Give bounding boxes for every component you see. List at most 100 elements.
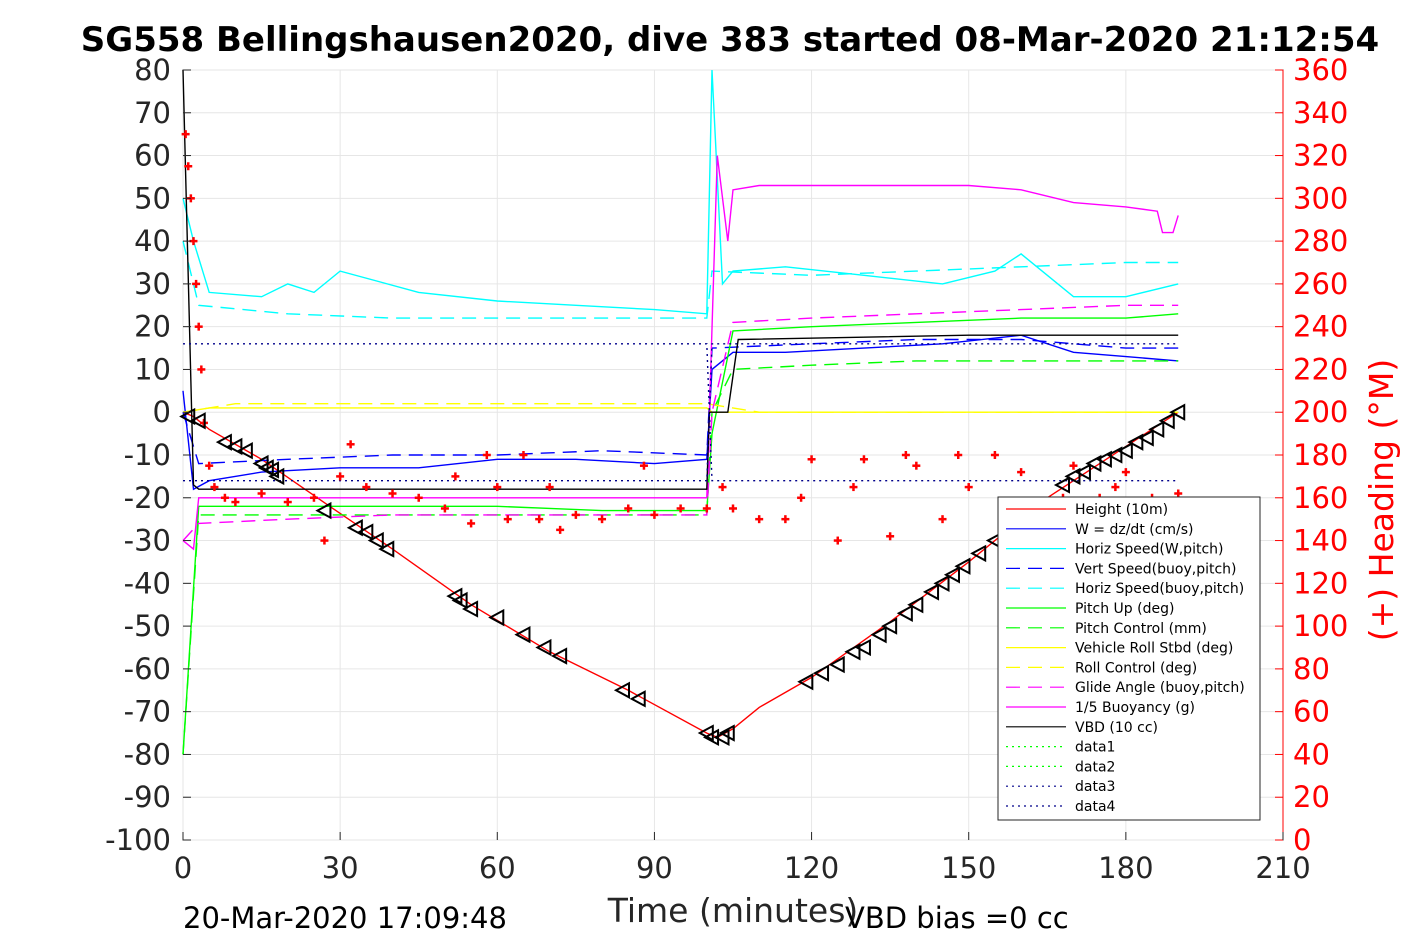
series-layer xyxy=(182,69,1179,755)
markers-layer xyxy=(179,130,1186,747)
depth-marker xyxy=(535,638,552,657)
depth-marker xyxy=(488,608,505,627)
series-line xyxy=(182,338,1179,465)
legend-label: data4 xyxy=(1075,799,1116,815)
depth-marker xyxy=(881,617,898,635)
x-axis-label: Time (minutes) xyxy=(607,891,859,930)
heading-marker xyxy=(220,493,229,502)
y2-tick-label: 0 xyxy=(1293,823,1311,857)
heading-marker xyxy=(571,510,580,519)
legend-label: data1 xyxy=(1075,740,1115,756)
heading-marker xyxy=(210,483,219,492)
depth-marker xyxy=(1158,412,1175,430)
y2-tick-label: 140 xyxy=(1293,524,1348,558)
depth-marker xyxy=(262,461,280,479)
depth-marker xyxy=(551,647,568,665)
y-tick-label: 60 xyxy=(134,139,171,173)
legend: Height (10m) W = dz/dt (cm/s) Horiz Speed(… xyxy=(997,496,1261,821)
y-tick-label: 10 xyxy=(134,352,171,386)
footer-vbd-bias: VBD bias =0 cc xyxy=(845,901,1069,935)
heading-marker xyxy=(849,483,858,492)
depth-marker xyxy=(844,643,861,661)
heading-marker xyxy=(535,515,544,524)
depth-marker xyxy=(1074,463,1091,481)
y2-tick-label: 60 xyxy=(1293,695,1330,729)
y-tick-label: 0 xyxy=(153,395,171,429)
right-axis: 3603403203002802602402202001801601401201… xyxy=(1275,53,1348,857)
heading-marker xyxy=(451,472,460,481)
heading-marker xyxy=(503,515,512,524)
depth-marker xyxy=(970,544,987,563)
heading-marker xyxy=(938,515,947,524)
depth-marker xyxy=(629,690,646,708)
legend-label: VBD (10 cc) xyxy=(1075,720,1158,736)
y-tick-label: -20 xyxy=(124,481,171,515)
heading-marker xyxy=(639,461,648,470)
depth-marker xyxy=(215,433,232,451)
series-line xyxy=(182,240,1179,319)
depth-marker xyxy=(1053,476,1070,494)
y-tick-label: 40 xyxy=(134,224,171,258)
y2-tick-label: 160 xyxy=(1293,481,1348,515)
heading-marker xyxy=(1111,483,1120,492)
depth-marker xyxy=(702,728,720,747)
heading-marker xyxy=(781,515,790,524)
heading-marker xyxy=(197,365,206,374)
y-tick-label: -40 xyxy=(124,566,171,600)
depth-marker xyxy=(189,412,206,430)
heading-marker xyxy=(181,130,190,139)
heading-marker xyxy=(859,455,868,464)
y2-tick-label: 360 xyxy=(1293,53,1348,87)
series-line xyxy=(182,403,1179,413)
heading-marker xyxy=(440,504,449,513)
y2-tick-label: 200 xyxy=(1293,395,1348,429)
y-tick-label: -90 xyxy=(124,780,171,814)
heading-marker xyxy=(231,498,240,507)
heading-marker xyxy=(807,455,816,464)
depth-marker xyxy=(268,467,285,486)
y-tick-label: 80 xyxy=(134,53,171,87)
depth-marker xyxy=(797,673,814,691)
y2-tick-label: 240 xyxy=(1293,310,1348,344)
legend-label: Vehicle Roll Stbd (deg) xyxy=(1075,641,1233,657)
x-tick-label: 150 xyxy=(941,851,996,885)
depth-marker xyxy=(1064,467,1081,486)
depth-marker xyxy=(236,442,253,460)
y2-tick-label: 300 xyxy=(1293,181,1348,215)
heading-marker xyxy=(414,493,423,502)
y-tick-label: -50 xyxy=(124,609,171,643)
legend-label: Pitch Control (mm) xyxy=(1075,621,1207,637)
depth-marker xyxy=(1095,450,1112,468)
heading-marker xyxy=(192,279,201,288)
y-tick-label: -80 xyxy=(124,737,171,771)
x-tick-label: 30 xyxy=(322,851,359,885)
chart-title: SG558 Bellingshausen2020, dive 383 start… xyxy=(81,20,1379,60)
depth-marker xyxy=(1137,429,1154,447)
legend-label: 1/5 Buoyancy (g) xyxy=(1075,700,1195,716)
legend-label: Roll Control (deg) xyxy=(1075,660,1197,676)
legend-label: data2 xyxy=(1075,759,1115,775)
series-line xyxy=(182,69,1179,490)
legend-label: Horiz Speed(W,pitch) xyxy=(1075,542,1223,558)
y2-tick-label: 120 xyxy=(1293,566,1348,600)
depth-marker xyxy=(828,655,845,674)
heading-marker xyxy=(886,532,895,541)
y2-tick-label: 20 xyxy=(1293,780,1330,814)
x-tick-label: 0 xyxy=(174,851,192,885)
heading-marker xyxy=(482,451,491,459)
depth-marker xyxy=(226,437,243,456)
heading-marker xyxy=(184,162,193,171)
heading-marker xyxy=(205,461,214,470)
heading-marker xyxy=(702,504,711,513)
series-line xyxy=(182,304,1179,542)
heading-marker xyxy=(964,483,973,492)
y-tick-label: -100 xyxy=(105,823,171,857)
depth-marker xyxy=(514,625,531,644)
y2-tick-label: 180 xyxy=(1293,438,1348,472)
depth-marker xyxy=(718,724,735,742)
heading-marker xyxy=(194,322,203,331)
x-tick-label: 210 xyxy=(1255,851,1310,885)
depth-marker xyxy=(346,519,363,537)
heading-marker xyxy=(1069,461,1078,470)
y-tick-label: -70 xyxy=(124,695,171,729)
